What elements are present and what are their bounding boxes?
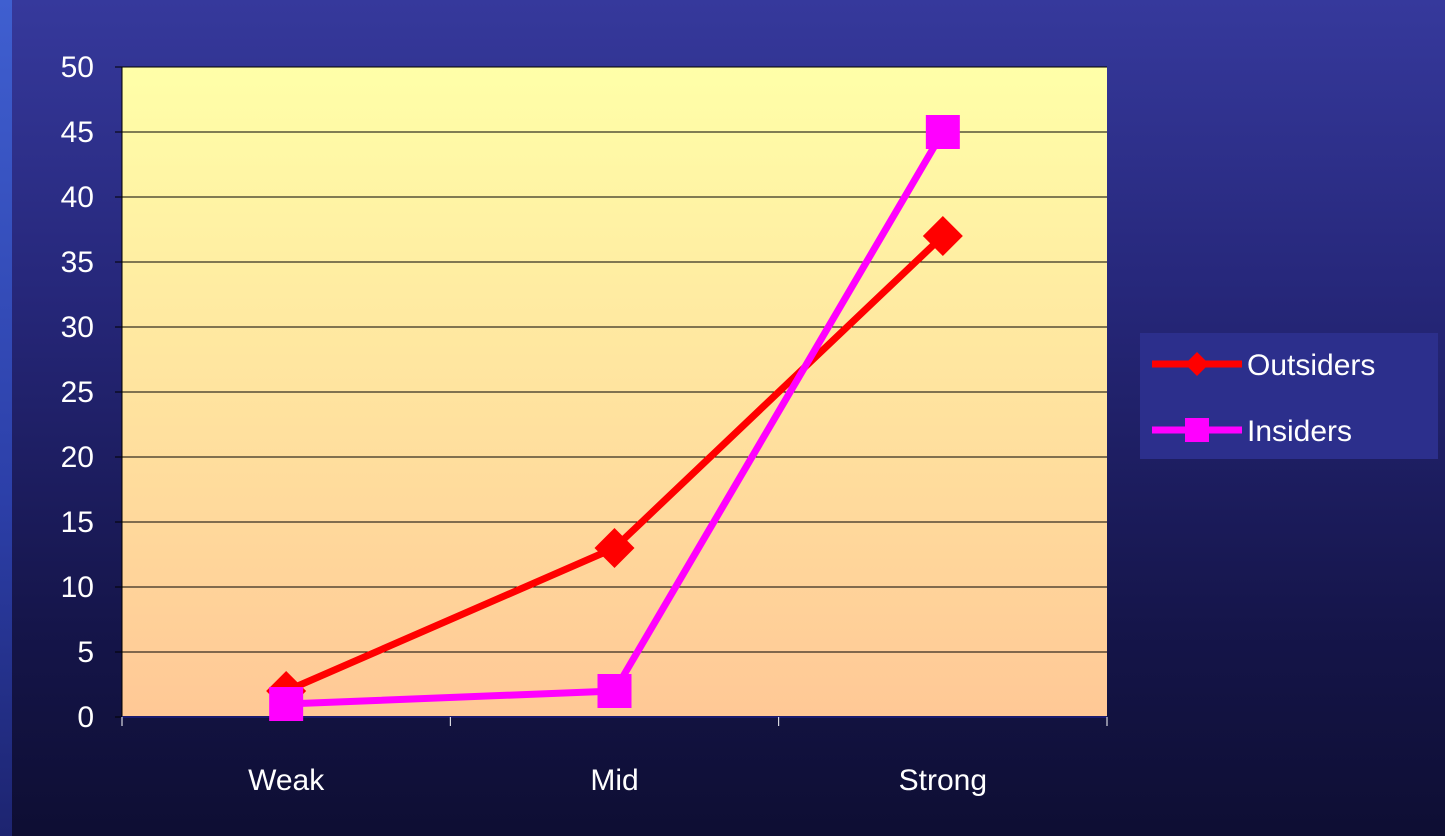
series-group xyxy=(266,115,963,721)
y-tick-label: 45 xyxy=(61,116,94,149)
data-point-insiders xyxy=(269,687,304,721)
x-tick-label: Mid xyxy=(590,764,638,797)
y-tick-label: 0 xyxy=(77,701,94,734)
y-tick-label: 25 xyxy=(61,376,94,409)
legend-marker-insiders xyxy=(1185,418,1209,442)
y-tick-label: 15 xyxy=(61,506,94,539)
data-point-outsiders xyxy=(922,216,963,256)
x-tick-label: Strong xyxy=(899,764,987,797)
y-tick-label: 30 xyxy=(61,311,94,344)
data-point-insiders xyxy=(925,115,960,149)
legend-label-insiders: Insiders xyxy=(1247,415,1352,448)
y-tick-label: 5 xyxy=(77,636,94,669)
y-tick-label: 10 xyxy=(61,571,94,604)
x-axis-tick-labels: Weak Mid Strong xyxy=(248,764,987,797)
legend-label-outsiders: Outsiders xyxy=(1247,349,1375,382)
y-tick-label: 40 xyxy=(61,181,94,214)
data-point-outsiders xyxy=(594,528,635,568)
y-axis-tick-labels: 0 5 10 15 20 25 30 35 40 45 50 xyxy=(61,51,94,734)
y-tick-label: 35 xyxy=(61,246,94,279)
data-point-insiders xyxy=(597,674,632,708)
legend: Outsiders Insiders xyxy=(1140,333,1438,459)
x-tick-label: Weak xyxy=(248,764,325,797)
slide-edge-strip xyxy=(0,0,12,836)
y-tick-label: 50 xyxy=(61,51,94,84)
legend-marker-outsiders xyxy=(1185,352,1209,376)
y-tick-label: 20 xyxy=(61,441,94,474)
